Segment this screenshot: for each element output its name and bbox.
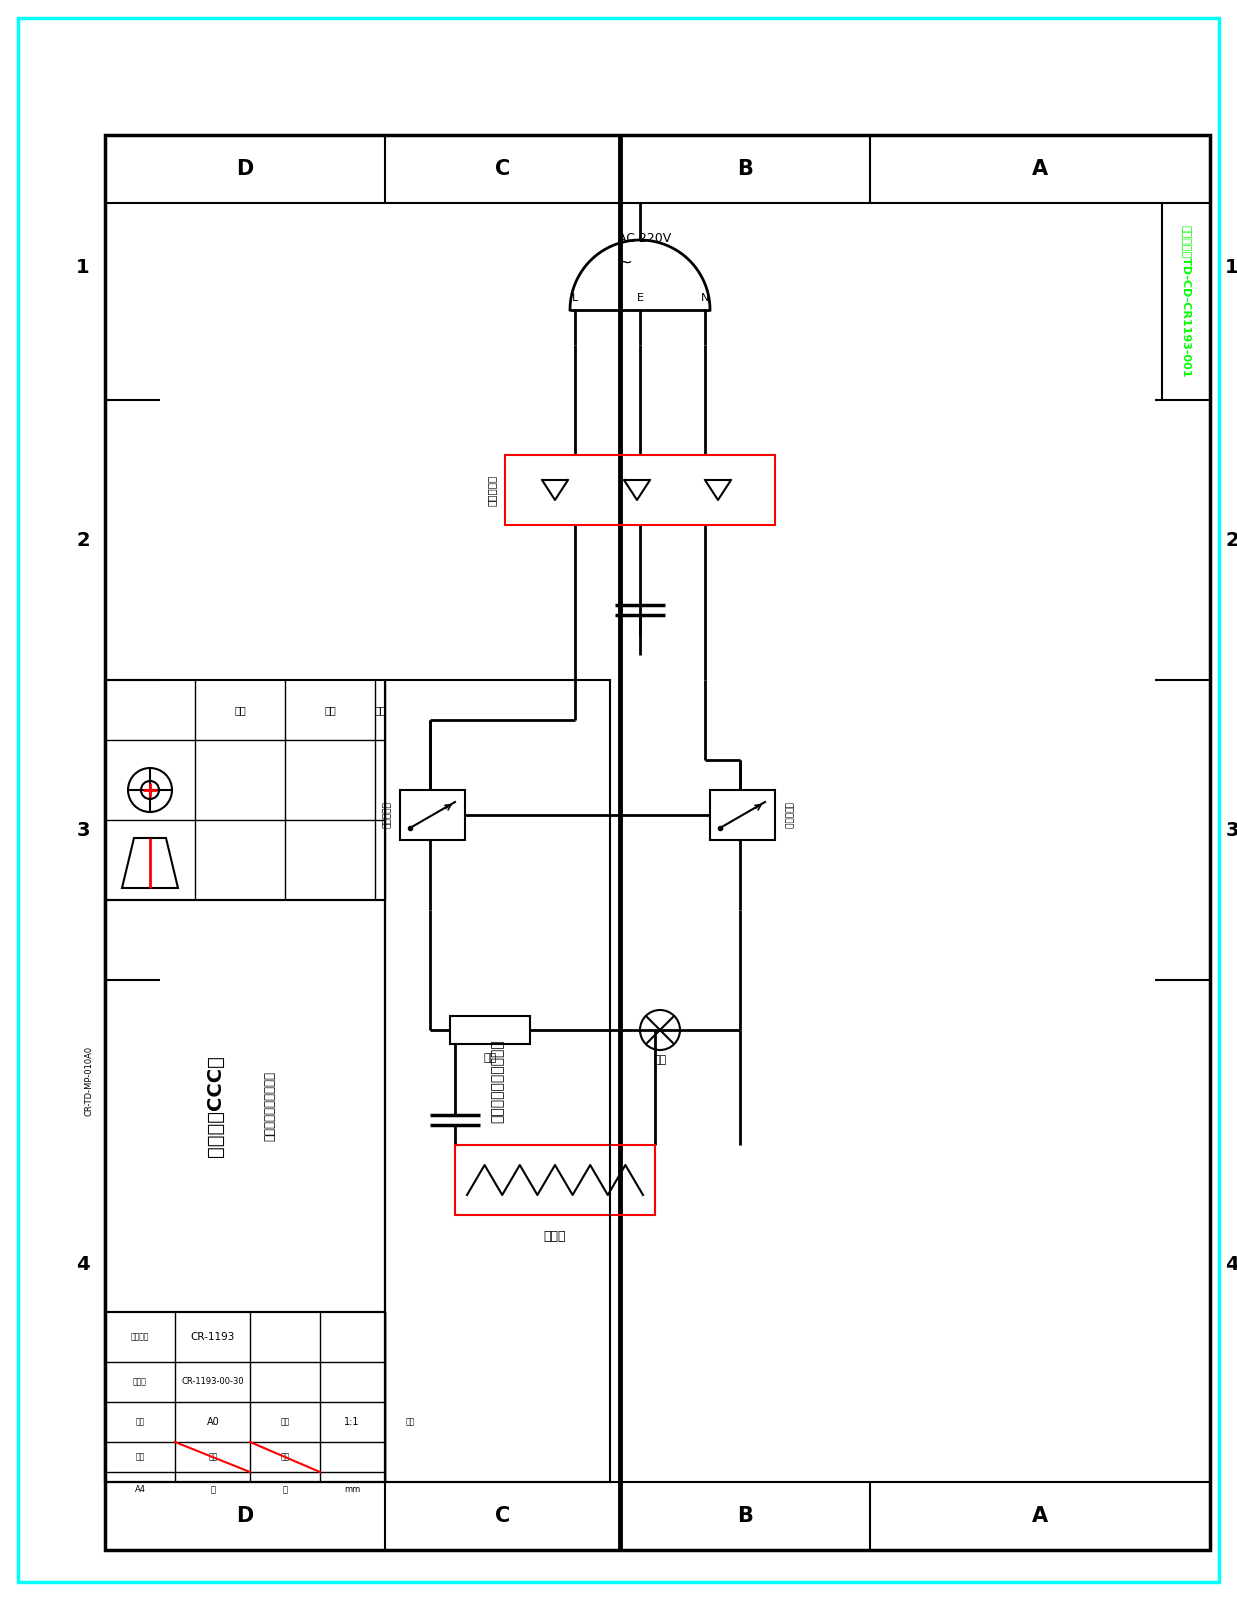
Text: D: D [236, 158, 254, 179]
Bar [105, 680, 385, 1482]
Text: L: L [571, 293, 578, 302]
Text: A0: A0 [207, 1418, 219, 1427]
Text: 氛灯: 氛灯 [653, 1054, 667, 1066]
Text: A: A [1032, 158, 1048, 179]
Text: mm: mm [344, 1485, 360, 1494]
Text: E: E [637, 293, 643, 302]
Bar [400, 790, 465, 840]
Text: 发热管: 发热管 [544, 1230, 567, 1243]
Text: 图: 图 [210, 1485, 215, 1494]
Text: 4: 4 [1225, 1256, 1237, 1275]
Text: A4: A4 [135, 1485, 146, 1494]
Text: 图幅: 图幅 [135, 1418, 145, 1427]
Text: 1: 1 [77, 258, 90, 277]
Text: 共模滤波器: 共模滤波器 [487, 474, 497, 506]
Text: 批准: 批准 [374, 706, 386, 715]
Text: 批准: 批准 [208, 1453, 218, 1461]
Text: 开关继电器: 开关继电器 [383, 802, 392, 829]
Text: 产品编号: 产品编号 [131, 1333, 150, 1341]
Text: C: C [495, 158, 510, 179]
Bar [455, 1146, 656, 1214]
Text: CR-1193: CR-1193 [190, 1331, 235, 1342]
Text: B: B [737, 158, 753, 179]
Text: 册: 册 [282, 1485, 287, 1494]
Text: ~: ~ [617, 254, 632, 272]
Text: 迪工电器电路图分公司: 迪工电器电路图分公司 [491, 1038, 505, 1123]
Text: D: D [236, 1506, 254, 1526]
Text: C: C [495, 1506, 510, 1526]
Text: AC 220V: AC 220V [618, 232, 672, 245]
Text: 迪工电器电路图分公号: 迪工电器电路图分公号 [263, 1070, 277, 1141]
Text: 4: 4 [77, 1256, 90, 1275]
Text: 3: 3 [1226, 821, 1237, 840]
Text: CR-TD-MP-010A0: CR-TD-MP-010A0 [84, 1046, 94, 1117]
Text: B: B [737, 1506, 753, 1526]
Text: 制图: 制图 [281, 1453, 289, 1461]
Bar [710, 790, 776, 840]
Text: 变更: 变更 [234, 706, 246, 715]
Bar [450, 1016, 529, 1043]
Text: 3: 3 [77, 821, 90, 840]
Text: 2: 2 [77, 531, 90, 549]
Text: N: N [701, 293, 709, 302]
Text: 2: 2 [1225, 531, 1237, 549]
Text: 审核: 审核 [324, 706, 336, 715]
Text: 电阻: 电阻 [484, 1053, 496, 1062]
Text: 零件号: 零件号 [134, 1378, 147, 1387]
Text: 文件编号：TD-CD-CR1193-001: 文件编号：TD-CD-CR1193-001 [1181, 226, 1191, 378]
Bar [105, 134, 1210, 1550]
Bar [105, 1312, 385, 1482]
Text: 1:1: 1:1 [344, 1418, 360, 1427]
Text: 审核: 审核 [135, 1453, 145, 1461]
Bar [105, 899, 385, 1312]
Text: CR-1193-00-30: CR-1193-00-30 [182, 1378, 245, 1387]
Bar [505, 454, 776, 525]
Bar [385, 680, 610, 1482]
Text: 单位: 单位 [406, 1418, 414, 1427]
Text: A: A [1032, 1506, 1048, 1526]
Text: 电路图（CCC）: 电路图（CCC） [205, 1054, 224, 1157]
Text: 主控继电器: 主控继电器 [783, 802, 792, 829]
Text: 比例: 比例 [281, 1418, 289, 1427]
Text: 1: 1 [1225, 258, 1237, 277]
